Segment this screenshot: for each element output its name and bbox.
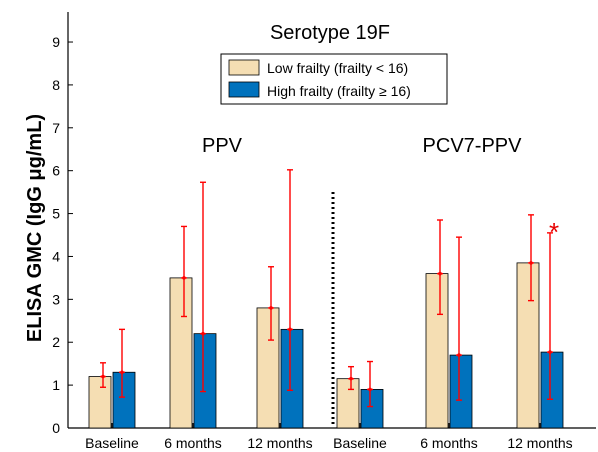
error-bar-mean-dot: [368, 387, 372, 392]
y-tick-label: 2: [52, 334, 60, 350]
error-bar-mean-dot: [457, 353, 461, 357]
y-tick-label: 9: [52, 34, 60, 50]
bar-high-frailty: [193, 333, 217, 429]
y-tick-label: 7: [52, 120, 60, 136]
error-bar-mean-dot: [349, 376, 353, 381]
legend-swatch-low-frailty: [228, 59, 260, 76]
bar-high-frailty: [540, 351, 564, 429]
y-tick-label: 5: [52, 206, 60, 222]
y-tick-label: 3: [52, 291, 60, 307]
group-label-pcv7-ppv: PCV7-PPV: [423, 135, 523, 157]
bar-low-frailty: [88, 376, 112, 429]
error-bar-mean-dot: [288, 327, 292, 332]
bar-low-frailty: [169, 277, 193, 429]
error-bars: [100, 169, 553, 408]
significance-asterisk: *: [549, 217, 559, 247]
y-axis-label: ELISA GMC (IgG μg/mL): [24, 114, 46, 342]
legend-label-low-frailty: Low frailty (frailty < 16): [267, 60, 408, 76]
x-tick-label: 12 months: [247, 435, 312, 451]
chart-title: Serotype 19F: [270, 22, 390, 44]
error-bar-mean-dot: [548, 350, 552, 354]
chart-labels: Serotype 19F ELISA GMC (IgG μg/mL) PPV P…: [24, 22, 573, 451]
error-bar-mean-dot: [101, 374, 105, 379]
error-bar-mean-dot: [269, 306, 273, 310]
x-tick-label: 12 months: [507, 435, 572, 451]
axes: [67, 12, 596, 429]
error-bar-mean-dot: [182, 276, 186, 280]
y-tick-label: 6: [52, 163, 60, 179]
bar-low-frailty: [256, 307, 280, 429]
bar-low-frailty: [336, 378, 360, 429]
x-tick-label: 6 months: [420, 435, 478, 451]
legend-swatch-high-frailty: [228, 81, 260, 98]
error-bar-mean-dot: [120, 370, 124, 375]
error-bar-mean-dot: [529, 261, 533, 265]
y-tick-label: 1: [52, 377, 60, 393]
bar-low-frailty: [516, 262, 540, 429]
bar-high-frailty: [360, 389, 384, 429]
legend: Low frailty (frailty < 16) High frailty …: [220, 53, 448, 105]
bar-high-frailty: [280, 328, 304, 429]
x-tick-label: Baseline: [85, 435, 139, 451]
y-tick-label: 8: [52, 77, 60, 93]
group-label-ppv: PPV: [202, 135, 243, 157]
legend-label-high-frailty: High frailty (frailty ≥ 16): [267, 83, 411, 99]
error-bar-mean-dot: [201, 331, 205, 336]
bar-high-frailty: [112, 371, 136, 429]
bars: [88, 262, 564, 429]
y-tick-label: 4: [52, 248, 60, 264]
x-tick-label: 6 months: [164, 435, 222, 451]
bar-low-frailty: [425, 273, 449, 429]
y-tick-label: 0: [52, 420, 60, 436]
x-tick-label: Baseline: [333, 435, 387, 451]
bar-high-frailty: [449, 354, 473, 429]
error-bar-mean-dot: [438, 271, 442, 276]
